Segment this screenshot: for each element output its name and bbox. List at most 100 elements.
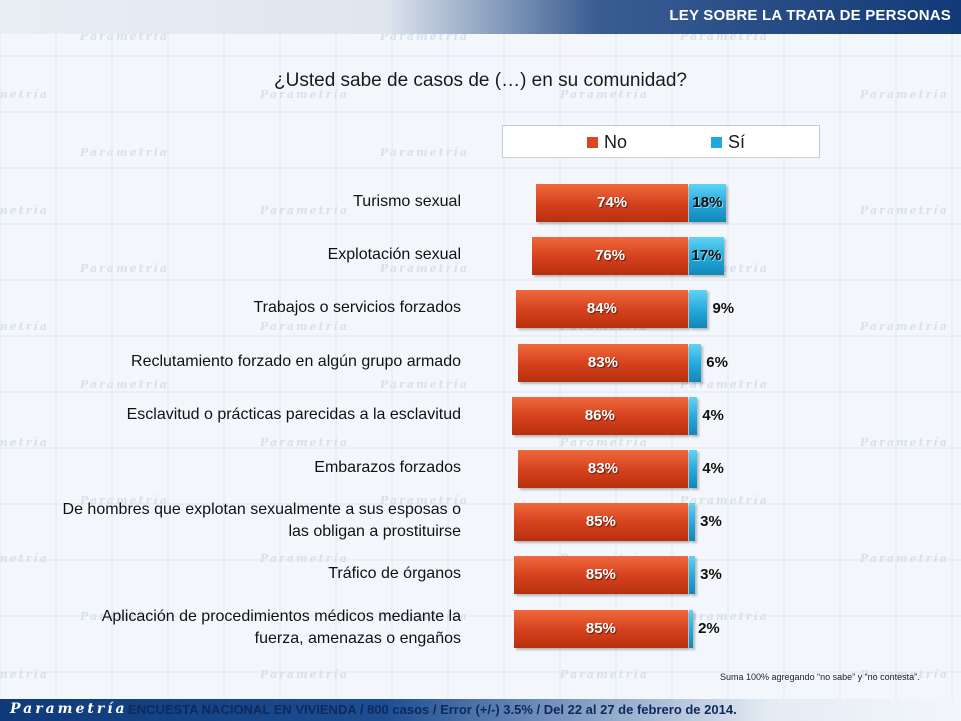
data-label-si: 9% bbox=[712, 300, 735, 318]
bar-si bbox=[689, 609, 694, 648]
watermark-text: Parametría bbox=[379, 146, 469, 159]
bar-si bbox=[689, 556, 696, 595]
watermark-grid-cell bbox=[895, 447, 953, 505]
header-band: LEY SOBRE LA TRATA DE PERSONAS bbox=[0, 0, 961, 34]
watermark-text: Parametría bbox=[679, 494, 769, 507]
watermark-grid-cell bbox=[895, 335, 953, 393]
data-label-no: 84% bbox=[586, 300, 617, 318]
watermark-grid-cell bbox=[951, 559, 961, 617]
chart-question: ¿Usted sabe de casos de (…) en su comuni… bbox=[274, 70, 687, 91]
chart-legend: No Sí bbox=[502, 125, 820, 158]
bar-no bbox=[517, 343, 688, 382]
footer-survey-info: ENCUESTA NACIONAL EN VIVIENDA / 800 caso… bbox=[128, 702, 737, 717]
watermark-text: Parametría bbox=[679, 610, 769, 623]
watermark-text: Parametría bbox=[859, 204, 949, 217]
data-label-no: 85% bbox=[585, 513, 616, 531]
watermark-grid-cell bbox=[951, 391, 961, 449]
bar-si bbox=[689, 343, 702, 382]
category-label-line: fuerza, amenazas o engaños bbox=[254, 629, 461, 647]
category-label: Aplicación de procedimientos médicos med… bbox=[1, 606, 461, 650]
category-label: Tráfico de órganos bbox=[1, 563, 461, 585]
watermark-grid-cell bbox=[783, 335, 841, 393]
watermark-grid-cell bbox=[895, 223, 953, 281]
category-label: Turismo sexual bbox=[1, 191, 461, 213]
category-label: De hombres que explotan sexualmente a su… bbox=[1, 499, 461, 543]
legend-label-si: Sí bbox=[728, 132, 746, 152]
watermark-text: Parametría bbox=[79, 262, 169, 275]
watermark-grid-cell bbox=[727, 503, 785, 561]
watermark-grid-cell bbox=[727, 391, 785, 449]
watermark-grid-cell bbox=[335, 111, 393, 169]
legend-swatch-si bbox=[711, 137, 722, 148]
watermark-grid-cell bbox=[951, 447, 961, 505]
watermark-grid-cell bbox=[839, 223, 897, 281]
watermark-text: Parametría bbox=[559, 88, 649, 101]
watermark-grid-cell bbox=[783, 559, 841, 617]
bar-no bbox=[536, 184, 688, 222]
watermark-grid-cell bbox=[0, 111, 57, 169]
watermark-text: Parametría bbox=[859, 668, 949, 681]
category-label-line: Explotación sexual bbox=[327, 246, 461, 264]
watermark-text: Parametría bbox=[259, 668, 349, 681]
category-label-line: Reclutamiento forzado en algún grupo arm… bbox=[131, 352, 461, 370]
watermark-text: Parametría bbox=[859, 552, 949, 565]
data-label-no: 83% bbox=[587, 460, 618, 477]
watermark-grid-cell bbox=[951, 335, 961, 393]
data-label-si: 3% bbox=[700, 513, 722, 531]
watermark-grid-cell bbox=[951, 111, 961, 169]
watermark-text: Parametría bbox=[859, 436, 949, 449]
watermark-grid-cell bbox=[727, 615, 785, 673]
watermark-text: Parametría bbox=[259, 320, 349, 333]
bar-no bbox=[513, 556, 688, 595]
bar-si bbox=[689, 450, 698, 488]
bar-si bbox=[689, 396, 698, 435]
watermark-grid-cell bbox=[783, 391, 841, 449]
bar-no bbox=[513, 503, 688, 542]
footer-band: Parametría ENCUESTA NACIONAL EN VIVIENDA… bbox=[0, 699, 961, 721]
data-label-si: 18% bbox=[692, 194, 723, 211]
watermark-text: Parametría bbox=[379, 494, 469, 507]
watermark-grid-cell bbox=[895, 615, 953, 673]
data-label-no: 83% bbox=[587, 353, 618, 371]
watermark-grid-cell bbox=[783, 503, 841, 561]
watermark-grid-cell bbox=[783, 279, 841, 337]
data-label-si: 4% bbox=[702, 406, 724, 424]
watermark-grid-cell bbox=[951, 223, 961, 281]
watermark-text: Parametría bbox=[379, 262, 469, 275]
data-label-no: 86% bbox=[584, 406, 615, 424]
category-label: Esclavitud o prácticas parecidas a la es… bbox=[1, 404, 461, 426]
data-label-no: 85% bbox=[585, 566, 616, 584]
watermark-grid-cell bbox=[839, 335, 897, 393]
watermark-grid-cell bbox=[783, 167, 841, 225]
data-label-si: 6% bbox=[706, 353, 728, 371]
category-label-line: Trabajos o servicios forzados bbox=[253, 299, 462, 317]
watermark-text: Parametría bbox=[379, 610, 469, 623]
data-label-no: 76% bbox=[595, 247, 626, 265]
bar-si bbox=[689, 184, 726, 222]
category-label-line: Aplicación de procedimientos médicos med… bbox=[101, 607, 461, 625]
bar-no bbox=[511, 396, 688, 435]
bar-no bbox=[515, 290, 688, 329]
legend-item-si: Sí bbox=[711, 132, 745, 153]
watermark-grid-cell bbox=[727, 279, 785, 337]
data-label-si: 3% bbox=[700, 566, 722, 584]
watermark-text: Parametría bbox=[259, 552, 349, 565]
category-label: Explotación sexual bbox=[1, 244, 461, 266]
watermark-grid-cell bbox=[783, 223, 841, 281]
watermark-grid-cell bbox=[223, 111, 281, 169]
watermark-text: Parametría bbox=[259, 88, 349, 101]
bar-si bbox=[689, 503, 696, 542]
watermark-grid-cell bbox=[951, 55, 961, 113]
watermark-text: Parametría bbox=[0, 320, 49, 333]
watermark-text: Parametría bbox=[859, 88, 949, 101]
watermark-grid-cell bbox=[951, 167, 961, 225]
category-label-line: Turismo sexual bbox=[353, 193, 461, 210]
watermark-text: Parametría bbox=[859, 320, 949, 333]
watermark-text: Parametría bbox=[79, 494, 169, 507]
watermark-text: Parametría bbox=[259, 204, 349, 217]
bar-si bbox=[689, 237, 724, 276]
watermark-grid-cell bbox=[167, 111, 225, 169]
category-label-line: Esclavitud o prácticas parecidas a la es… bbox=[126, 405, 461, 423]
watermark-text: Parametría bbox=[79, 610, 169, 623]
legend-swatch-no bbox=[587, 137, 598, 148]
